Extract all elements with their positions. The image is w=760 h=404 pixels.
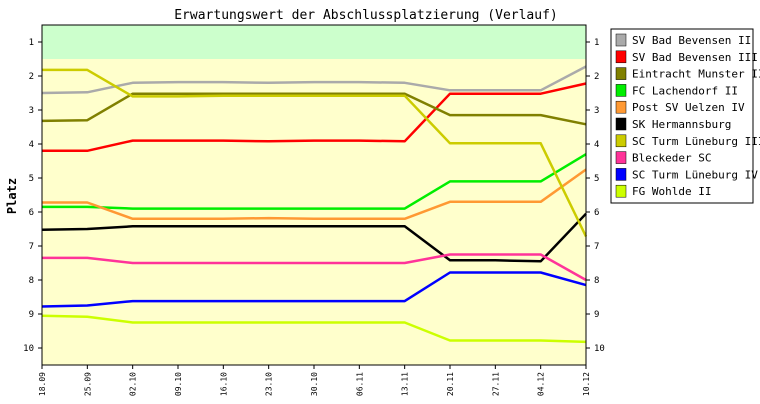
y-tick-label-right: 6 xyxy=(594,208,599,218)
x-tick-label: 20.11 xyxy=(446,372,455,396)
x-tick-label: 16.10 xyxy=(219,372,228,396)
y-ticks-right: 1 2 3 4 5 6 7 8 9 10 xyxy=(586,38,605,354)
legend-entry: Post SV Uelzen IV xyxy=(632,101,745,114)
legend-entry: SC Turm Lüneburg IV xyxy=(632,168,758,181)
y-tick-label-right: 1 xyxy=(594,38,599,48)
y-ticks-left: 1 2 3 4 5 6 7 8 9 10 xyxy=(23,38,42,354)
series-line-4 xyxy=(42,153,587,210)
y-tick-label-right: 8 xyxy=(594,276,599,286)
legend-swatch xyxy=(615,50,627,64)
x-tick-label: 18.09 xyxy=(38,372,47,396)
legend-entry: FG Wohlde II xyxy=(632,185,711,198)
legend: SV Bad Bevensen II SV Bad Bevensen III Ein… xyxy=(610,28,760,204)
x-tick-label: 09.10 xyxy=(174,372,183,396)
y-tick-label-left: 5 xyxy=(29,174,34,184)
y-tick-label-right: 9 xyxy=(594,310,599,320)
legend-box xyxy=(610,28,754,204)
y-tick-label-left: 10 xyxy=(23,344,34,354)
y-tick-label-left: 4 xyxy=(29,140,34,150)
y-tick-label-right: 5 xyxy=(594,174,599,184)
legend-entry: SV Bad Bevensen II xyxy=(632,34,751,47)
x-tick-label: 10.12 xyxy=(582,372,591,396)
y-tick-label-left: 3 xyxy=(29,106,34,116)
promotion-zone xyxy=(42,25,586,59)
chart-title: Erwartungswert der Abschlussplatzierung … xyxy=(174,8,558,23)
series-line-6 xyxy=(41,212,587,263)
y-tick-label-right: 2 xyxy=(594,72,599,82)
legend-entry: Bleckeder SC xyxy=(632,152,711,165)
legend-swatch xyxy=(615,168,627,181)
series-line-9 xyxy=(41,271,587,308)
y-tick-label-left: 8 xyxy=(29,276,34,286)
series-line-2 xyxy=(42,82,587,153)
legend-entry: SV Bad Bevensen III xyxy=(632,51,758,64)
x-tick-label: 02.10 xyxy=(129,372,138,396)
x-tick-label: 13.11 xyxy=(401,372,410,396)
plot-background xyxy=(42,25,586,365)
y-tick-label-right: 4 xyxy=(594,140,599,150)
x-tick-label: 04.12 xyxy=(537,372,546,396)
y-tick-label-left: 2 xyxy=(29,72,34,82)
series-line-5 xyxy=(42,168,587,221)
x-tick-label: 25.09 xyxy=(83,372,92,396)
series-line-10 xyxy=(41,314,587,344)
x-ticks: 18.09 25.09 02.10 09.10 16.10 23.10 30.10 06.11… xyxy=(38,365,591,396)
legend-swatch xyxy=(615,184,627,198)
legend-swatch xyxy=(615,100,627,114)
series-line-3 xyxy=(41,92,587,126)
legend-swatch xyxy=(615,134,627,148)
y-axis-label: Platz xyxy=(5,178,19,214)
series-line-1 xyxy=(41,65,587,95)
x-tick-label: 06.11 xyxy=(355,372,364,396)
y-tick-label-right: 10 xyxy=(594,344,605,354)
legend-entry: FC Lachendorf II xyxy=(632,84,738,97)
legend-swatch xyxy=(615,67,627,80)
x-tick-label: 27.11 xyxy=(491,372,500,396)
legend-swatch xyxy=(615,33,627,47)
y-tick-label-left: 6 xyxy=(29,208,34,218)
series-line-8 xyxy=(42,253,587,282)
y-tick-label-right: 3 xyxy=(594,106,599,116)
x-tick-label: 30.10 xyxy=(310,372,319,396)
series-line-7 xyxy=(42,68,588,238)
legend-swatch xyxy=(615,117,627,131)
legend-swatch xyxy=(615,151,627,164)
legend-entry: Eintracht Munster II xyxy=(632,68,760,81)
y-tick-label-left: 1 xyxy=(29,38,34,48)
x-tick-label: 23.10 xyxy=(265,372,274,396)
y-tick-label-left: 7 xyxy=(29,242,34,252)
y-tick-label-right: 7 xyxy=(594,242,599,252)
legend-swatch xyxy=(615,84,627,97)
series-layer xyxy=(41,65,588,344)
legend-entry: SK Hermannsburg xyxy=(632,118,731,131)
legend-entry: SC Turm Lüneburg III xyxy=(632,135,760,148)
y-tick-label-left: 9 xyxy=(29,310,34,320)
